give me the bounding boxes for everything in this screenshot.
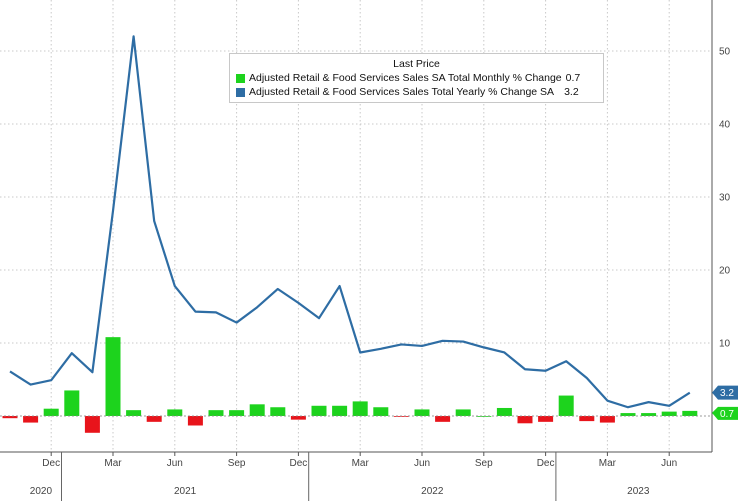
bar-monthly — [496, 407, 512, 416]
x-tick-label: Jun — [167, 458, 183, 469]
bar-monthly — [84, 416, 100, 433]
y-tick-label: 40 — [719, 120, 731, 131]
x-tick-label: Dec — [42, 458, 60, 469]
legend-title: Last Price — [393, 58, 440, 70]
bar-monthly — [187, 416, 203, 426]
year-label: 2023 — [627, 486, 650, 497]
x-tick-label: Dec — [537, 458, 555, 469]
legend-label-yearly: Adjusted Retail & Food Services Sales To… — [249, 86, 555, 98]
x-tick-label: Jun — [661, 458, 677, 469]
last-value-marker-yearly — [712, 385, 738, 400]
x-tick-label: Mar — [599, 458, 617, 469]
bar-monthly — [476, 416, 492, 417]
legend-last-monthly: 0.7 — [565, 72, 581, 84]
y-tick-label: 30 — [719, 193, 731, 204]
x-tick-label: Dec — [290, 458, 308, 469]
bar-monthly — [249, 404, 265, 416]
bar-monthly — [641, 413, 657, 416]
bar-monthly — [270, 407, 286, 416]
y-tick-label: 10 — [719, 339, 731, 350]
bar-monthly — [620, 413, 636, 416]
bar-monthly — [599, 416, 615, 423]
bar-monthly — [167, 409, 183, 416]
bar-monthly — [23, 416, 39, 423]
legend-swatch-monthly — [236, 73, 245, 83]
year-label: 2021 — [174, 486, 197, 497]
last-value-label-yearly: 3.2 — [720, 388, 734, 399]
bar-monthly — [229, 410, 245, 416]
bar-monthly — [146, 416, 162, 422]
x-tick-label: Mar — [104, 458, 122, 469]
last-value-marker-monthly — [712, 406, 738, 420]
year-label: 2022 — [421, 486, 444, 497]
bar-monthly — [373, 407, 389, 416]
x-tick-label: Jun — [414, 458, 430, 469]
legend-swatch-yearly — [236, 87, 245, 97]
legend-last-yearly: 3.2 — [564, 86, 579, 98]
last-value-label-monthly: 0.7 — [720, 409, 734, 420]
bar-monthly — [105, 337, 121, 416]
bar-monthly — [414, 409, 430, 416]
bar-monthly — [682, 410, 698, 416]
bar-monthly — [352, 401, 368, 416]
bar-monthly — [661, 411, 677, 416]
bar-monthly — [208, 410, 224, 416]
bar-monthly — [64, 390, 80, 416]
legend-entry-monthly: Adjusted Retail & Food Services Sales SA… — [236, 71, 597, 85]
x-tick-label: Mar — [352, 458, 370, 469]
bar-monthly — [43, 408, 59, 416]
bar-monthly — [126, 410, 142, 416]
bar-monthly — [455, 409, 471, 416]
y-tick-label: 50 — [719, 47, 731, 58]
bar-monthly — [517, 416, 533, 424]
x-tick-label: Sep — [228, 458, 246, 469]
y-tick-label: 20 — [719, 266, 731, 277]
bar-monthly — [558, 395, 574, 416]
legend: Last Price Adjusted Retail & Food Servic… — [229, 53, 604, 103]
legend-entry-yearly: Adjusted Retail & Food Services Sales To… — [236, 85, 597, 99]
bar-monthly — [311, 405, 327, 416]
line-yearly — [9, 35, 691, 409]
bar-monthly — [579, 416, 595, 422]
bar-monthly — [2, 416, 18, 419]
bar-monthly — [290, 416, 306, 420]
bar-monthly — [538, 416, 554, 422]
bar-monthly — [332, 405, 348, 416]
bar-monthly — [435, 416, 451, 422]
year-label: 2020 — [30, 486, 53, 497]
legend-label-monthly: Adjusted Retail & Food Services Sales SA… — [249, 72, 562, 84]
x-tick-label: Sep — [475, 458, 493, 469]
